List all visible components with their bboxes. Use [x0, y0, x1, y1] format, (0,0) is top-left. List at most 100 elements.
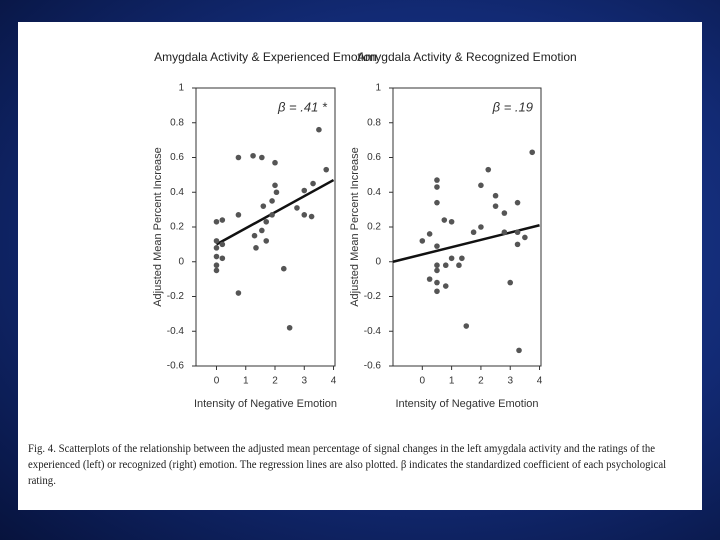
scatter-point — [308, 213, 315, 220]
scatter-point — [260, 203, 267, 209]
y-axis-label: Adjusted Mean Percent Increase — [349, 147, 361, 307]
scatter-point — [213, 238, 220, 244]
scatter-point — [316, 126, 322, 133]
scatter-point — [269, 212, 275, 218]
scatter-point — [272, 159, 278, 166]
scatter-point — [250, 152, 256, 159]
scatter-point — [259, 227, 265, 234]
scatter-point — [507, 279, 514, 286]
y-tick-label: 1 — [375, 83, 381, 94]
y-axis-label: Adjusted Mean Percent Increase — [152, 147, 164, 307]
y-tick-label: -0.2 — [167, 291, 185, 302]
scatter-point — [280, 265, 287, 272]
y-tick-label: -0.6 — [364, 361, 382, 372]
scatter-point — [501, 229, 508, 236]
scatter-point — [470, 229, 477, 236]
scatter-point — [323, 166, 330, 173]
scatter-point — [478, 224, 484, 230]
regression-line — [215, 178, 335, 246]
scatter-point — [269, 198, 275, 204]
chart-title: Amygdala Activity & Recognized Emotion — [357, 50, 576, 64]
x-tick-label: 3 — [301, 376, 307, 387]
x-tick-label: 4 — [537, 376, 543, 387]
y-tick-label: 0.6 — [170, 152, 184, 163]
scatter-point — [442, 262, 449, 269]
x-tick-label: 0 — [214, 376, 220, 387]
scatter-point — [434, 288, 440, 295]
scatter-point — [492, 203, 499, 209]
scatter-point — [434, 177, 440, 183]
x-tick-label: 3 — [507, 376, 513, 387]
scatter-point — [419, 238, 426, 244]
y-tick-label: 1 — [178, 83, 184, 94]
scatter-point — [286, 324, 293, 331]
scatter-point — [501, 210, 508, 216]
scatter-point — [301, 212, 308, 218]
x-tick-label: 2 — [272, 376, 278, 387]
scatter-point — [213, 245, 220, 251]
y-tick-label: 0.8 — [170, 117, 184, 128]
scatter-point — [456, 262, 462, 269]
figure-caption: Fig. 4. Scatterplots of the relationship… — [28, 441, 667, 487]
x-tick-label: 1 — [243, 376, 249, 387]
scatter-point — [273, 189, 280, 196]
scatter-point — [448, 255, 455, 262]
annotation: β = .19 — [492, 99, 533, 114]
scatter-point — [529, 149, 536, 156]
scatter-point — [522, 234, 528, 241]
figure-panel — [18, 22, 702, 510]
scatter-point — [434, 184, 440, 190]
y-tick-label: 0.8 — [367, 117, 381, 128]
y-tick-label: 0.2 — [170, 222, 184, 233]
y-tick-label: 0.6 — [367, 152, 381, 163]
scatter-point — [459, 255, 465, 262]
scatter-point — [259, 154, 265, 161]
y-tick-label: -0.6 — [167, 361, 185, 372]
scatter-point — [441, 217, 448, 223]
scatter-point — [301, 187, 308, 194]
scatter-point — [310, 180, 316, 187]
scatter-point — [514, 241, 521, 248]
scatter-point — [434, 267, 440, 274]
scatter-point — [514, 199, 521, 206]
scatter-point — [426, 231, 433, 237]
scatter-point — [478, 182, 484, 189]
scatter-point — [294, 205, 300, 211]
scatter-point — [213, 218, 220, 225]
scatter-point — [514, 229, 521, 236]
scatter-point — [235, 212, 242, 218]
scatter-point — [516, 347, 522, 354]
x-tick-label: 4 — [331, 376, 337, 387]
y-tick-label: 0 — [375, 256, 381, 267]
scatter-point — [219, 255, 226, 262]
y-tick-label: 0 — [178, 256, 184, 267]
scatter-point — [492, 192, 499, 199]
scatter-point — [235, 154, 242, 161]
scatter-point — [263, 218, 270, 225]
scatter-point — [213, 267, 220, 274]
scatter-point — [219, 241, 226, 248]
y-tick-label: -0.4 — [167, 326, 185, 337]
scatter-point — [235, 290, 242, 296]
y-tick-label: 0.4 — [367, 187, 381, 198]
scatter-point — [463, 323, 470, 329]
y-tick-label: -0.4 — [364, 326, 382, 337]
scatter-point — [219, 217, 226, 223]
scatter-point — [263, 238, 270, 244]
scatter-point — [213, 253, 220, 260]
x-tick-label: 0 — [420, 376, 426, 387]
scatter-point — [251, 232, 258, 239]
x-tick-label: 2 — [478, 376, 484, 387]
x-axis-label: Intensity of Negative Emotion — [194, 398, 337, 410]
scatter-point — [434, 199, 440, 206]
chart-title: Amygdala Activity & Experienced Emotion — [154, 50, 377, 64]
scatter-point — [485, 166, 492, 173]
scatter-point — [434, 243, 440, 249]
x-axis-label: Intensity of Negative Emotion — [395, 398, 538, 410]
scatter-point — [426, 276, 433, 282]
y-tick-label: -0.2 — [364, 291, 382, 302]
scatter-point — [272, 182, 278, 189]
y-tick-label: 0.4 — [170, 187, 184, 198]
